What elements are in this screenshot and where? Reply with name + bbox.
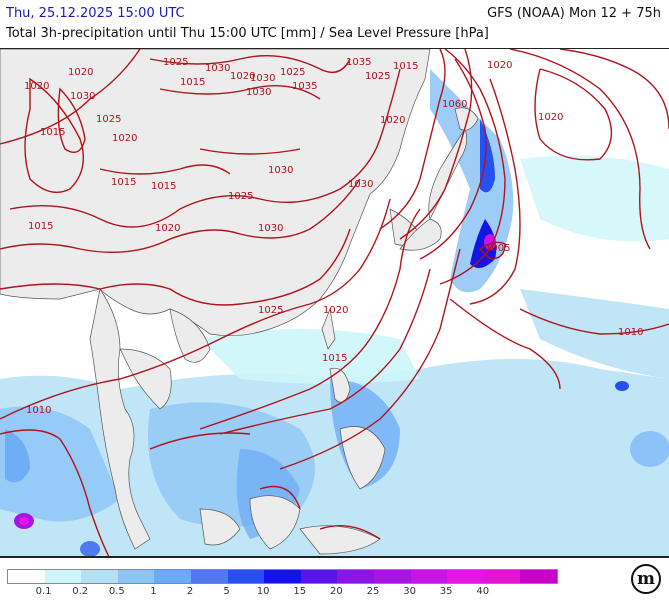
isobar-label: 1020: [24, 81, 49, 92]
isobar-label: 1020: [68, 67, 93, 78]
isobar-label: 1035: [292, 81, 317, 92]
legend-swatch: [117, 570, 155, 583]
isobar-label: 1005: [485, 243, 510, 254]
precipitation-legend: 0.1 0.2 0.5 1 2 5 10 15 20 25 30 35 40 m: [0, 560, 669, 600]
isobar-label: 1025: [280, 67, 305, 78]
isobar-label: 1015: [111, 177, 136, 188]
isobar-label: 1020: [487, 60, 512, 71]
legend-swatch: [520, 570, 557, 583]
isobar-label: 1020: [230, 71, 255, 82]
isobar-label: 1020: [112, 133, 137, 144]
legend-tick-label: 25: [366, 586, 380, 597]
weather-map[interactable]: 1020 1030 1025 1030 1025 1035 1015 1025 …: [0, 48, 669, 558]
legend-swatch: [337, 570, 374, 583]
isobar-label: 1015: [322, 353, 347, 364]
isobar-label: 1025: [228, 191, 253, 202]
legend-tick-label: 0.1: [35, 586, 52, 597]
valid-time: Thu, 25.12.2025 15:00 UTC: [6, 6, 185, 21]
legend-swatch: [227, 570, 265, 583]
isobar-label: 1020: [538, 112, 563, 123]
isobar-label: 1060: [442, 99, 467, 110]
legend-tick-labels: 0.1 0.2 0.5 1 2 5 10 15 20 25 30 35 40: [7, 586, 607, 598]
legend-tick-label: 0.5: [108, 586, 125, 597]
legend-swatch: [410, 570, 448, 583]
isobar-label: 1030: [258, 223, 283, 234]
model-run: GFS (NOAA) Mon 12 + 75h: [487, 6, 661, 21]
legend-tick-label: 1: [150, 586, 157, 597]
legend-tick-label: 30: [403, 586, 416, 597]
isobar-label: 1030: [246, 87, 271, 98]
legend-swatch: [8, 570, 45, 583]
legend-color-scale: [7, 569, 558, 584]
legend-tick-label: 0.2: [72, 586, 89, 597]
legend-swatch: [44, 570, 82, 583]
header: Thu, 25.12.2025 15:00 UTC GFS (NOAA) Mon…: [0, 0, 669, 48]
isobar-label: 1025: [258, 305, 283, 316]
legend-tick-label: 20: [330, 586, 343, 597]
legend-swatch: [300, 570, 338, 583]
isobar-label: 1010: [618, 327, 643, 338]
isobar-label: 1020: [380, 115, 405, 126]
isobar-label: 1025: [96, 114, 121, 125]
legend-swatch: [81, 570, 118, 583]
legend-tick-label: 40: [476, 586, 490, 597]
legend-swatch: [190, 570, 228, 583]
isobar-label: 1030: [70, 91, 95, 102]
isobar-label: 1015: [393, 61, 418, 72]
land-layer: [0, 49, 479, 555]
legend-tick-label: 35: [439, 586, 453, 597]
isobar-layer: [0, 49, 669, 556]
isobar-label: 1015: [40, 127, 65, 138]
legend-swatch: [264, 570, 301, 583]
isobar-label: 1025: [365, 71, 390, 82]
isobar-label: 1015: [151, 181, 176, 192]
legend-swatch: [373, 570, 411, 583]
isobar-label: 1030: [250, 73, 275, 84]
legend-swatch: [483, 570, 521, 583]
precipitation-layer: [0, 69, 669, 556]
isobar-label: 1020: [323, 305, 348, 316]
isobar-label: 1015: [180, 77, 205, 88]
isobar-label: 1020: [155, 223, 180, 234]
isobar-label: 1030: [348, 179, 373, 190]
legend-tick-label: 5: [223, 586, 230, 597]
isobar-label: 1030: [205, 63, 230, 74]
meteologix-logo-icon[interactable]: m: [631, 564, 661, 594]
isobar-label: 1010: [26, 405, 51, 416]
isobar-label: 1030: [268, 165, 293, 176]
legend-tick-label: 2: [186, 586, 194, 597]
isobar-label: 1015: [28, 221, 53, 232]
isobar-label: 1025: [163, 57, 188, 68]
isobar-labels: 1020 1030 1025 1030 1025 1035 1015 1025 …: [24, 57, 643, 416]
legend-tick-label: 15: [293, 586, 307, 597]
legend-swatch: [154, 570, 191, 583]
legend-swatch: [447, 570, 484, 583]
map-description: Total 3h-precipitation until Thu 15:00 U…: [6, 26, 489, 41]
isobar-label: 1035: [346, 57, 371, 68]
legend-tick-label: 10: [256, 586, 270, 597]
